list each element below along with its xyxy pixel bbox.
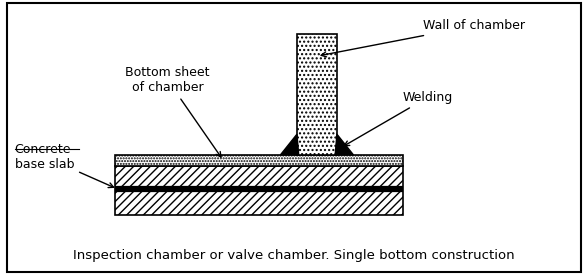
Text: Welding: Welding — [344, 91, 453, 146]
Text: Bottom sheet
of chamber: Bottom sheet of chamber — [125, 66, 221, 157]
Polygon shape — [335, 134, 353, 155]
Bar — [115, 155, 403, 166]
Text: Wall of chamber: Wall of chamber — [321, 19, 525, 57]
Bar — [115, 166, 403, 214]
Bar — [297, 34, 337, 155]
Text: Inspection chamber or valve chamber. Single bottom construction: Inspection chamber or valve chamber. Sin… — [73, 249, 515, 262]
Polygon shape — [280, 134, 299, 155]
Text: Concrete
base slab: Concrete base slab — [15, 143, 113, 188]
